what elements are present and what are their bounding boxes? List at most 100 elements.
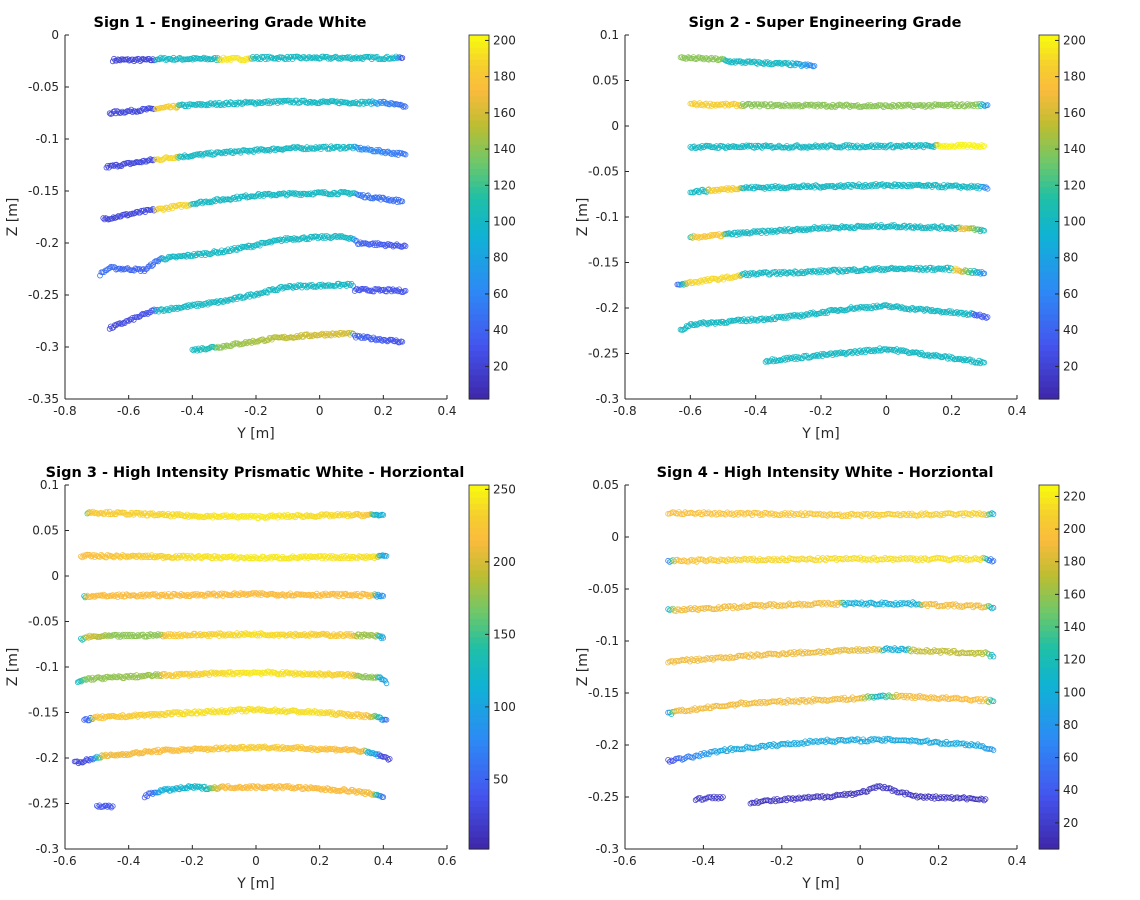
data-point (287, 99, 294, 106)
colorbar-segment (1039, 235, 1059, 242)
colorbar-segment (469, 150, 489, 157)
colorbar-segment (469, 204, 489, 212)
colorbar-segment (469, 113, 489, 121)
colorbar-segment (469, 217, 489, 224)
colorbar-segment (1039, 229, 1059, 236)
data-point (352, 55, 358, 62)
data-point (220, 149, 226, 156)
colorbar-tick-label: 120 (493, 178, 516, 192)
colorbar-segment (469, 83, 489, 91)
data-point (197, 100, 203, 107)
data-point (203, 55, 210, 62)
data-point (114, 163, 121, 170)
colorbar-segment (469, 295, 489, 303)
data-point (320, 53, 327, 60)
x-tick-label: 0 (883, 404, 891, 418)
colorbar-segment (1039, 144, 1059, 151)
y-tick-label: -0.25 (28, 288, 59, 302)
scatter-row-7 (189, 329, 406, 354)
data-point (265, 147, 272, 153)
subplot-title: Sign 1 - Engineering Grade White (94, 15, 367, 31)
x-tick-label: -0.8 (53, 404, 76, 418)
x-tick-label: -0.4 (181, 404, 204, 418)
colorbar-segment (469, 368, 489, 376)
colorbar-segment (469, 186, 489, 194)
data-point (280, 55, 287, 61)
colorbar-segment (469, 259, 489, 267)
scatter-row-1 (84, 508, 387, 521)
colorbar-segment (1039, 350, 1059, 358)
colorbar-segment (469, 59, 489, 66)
colorbar-segment (1039, 314, 1059, 321)
y-tick-label: 0 (611, 119, 619, 133)
colorbar-segment (1039, 126, 1059, 133)
scatter-row-2 (78, 551, 390, 562)
colorbar-segment (1039, 186, 1059, 194)
data-point (400, 104, 406, 110)
colorbar-segment (469, 356, 489, 364)
data-point (123, 109, 129, 115)
y-tick-label: -0.3 (36, 340, 59, 354)
data-point (399, 102, 405, 109)
data-point (351, 54, 357, 61)
colorbar-segment (469, 271, 489, 279)
colorbar-segment (1039, 132, 1059, 139)
x-tick-label: -0.4 (744, 404, 767, 418)
colorbar-segment (1039, 386, 1059, 394)
colorbar-segment (469, 138, 489, 145)
colorbar-segment (469, 332, 489, 339)
colorbar-tick-label: 180 (493, 70, 516, 84)
colorbar-tick-label: 140 (1063, 142, 1086, 156)
scatter-row-4 (78, 630, 387, 643)
colorbar-segment (469, 47, 489, 54)
colorbar-segment (1039, 198, 1059, 206)
colorbar-segment (1039, 101, 1059, 109)
colorbar-segment (469, 374, 489, 382)
data-point (221, 56, 228, 63)
colorbar-tick-label: 160 (1063, 106, 1086, 120)
data-point (391, 55, 398, 61)
x-axis-label: Y [m] (801, 876, 840, 892)
colorbar-segment (1039, 295, 1059, 303)
y-tick-label: -0.05 (588, 165, 619, 179)
y-tick-label: -0.3 (596, 392, 619, 406)
colorbar-segment (1039, 253, 1059, 261)
data-point (397, 54, 403, 60)
subplot-2: Sign 2 - Super Engineering Grade Y [m] Z… (575, 15, 962, 442)
scatter-row-2 (687, 100, 991, 111)
x-tick-label: -0.6 (117, 404, 140, 418)
data-point (254, 99, 261, 105)
colorbar-segment (1039, 174, 1059, 182)
colorbar-segment (469, 283, 489, 291)
colorbar-segment (1039, 301, 1059, 309)
colorbar-tick-label: 180 (1063, 70, 1086, 84)
colorbar-segment (469, 301, 489, 309)
x-tick-label: 0.4 (1007, 404, 1026, 418)
colorbar-tick-label: 160 (493, 106, 516, 120)
x-tick-label: -0.2 (809, 404, 832, 418)
data-point (252, 55, 259, 61)
colorbar-segment (1039, 277, 1059, 285)
scatter-row-4 (100, 188, 406, 223)
data-point (204, 151, 211, 157)
plot-area-2: -0.8 -0.6 -0.4 -0.2 0 0.2 0.40.10.050-0.05-0.1… (588, 28, 1027, 418)
data-point (338, 56, 344, 62)
colorbar-segment (469, 107, 489, 115)
x-axis-label: Y [m] (236, 876, 275, 892)
x-axis-label: Y [m] (236, 426, 275, 442)
x-tick-label: -0.2 (244, 404, 267, 418)
colorbar-segment (1039, 156, 1059, 163)
colorbar-segment (1039, 392, 1059, 400)
y-tick-label: -0.05 (28, 80, 59, 94)
subplot-3: Sign 3 - High Intensity Prismatic White … (5, 465, 464, 892)
colorbar-segment (1039, 380, 1059, 388)
colorbar-segment (469, 119, 489, 127)
data-point (345, 55, 352, 62)
colorbar-segment (469, 65, 489, 72)
colorbar-segment (469, 95, 489, 103)
plot-area-1: -0.8 -0.6 -0.4 -0.2 0 0.2 0.40-0.05-0.1-0.15-0… (28, 28, 457, 418)
colorbar-segment (1039, 259, 1059, 267)
colorbar-segment (1039, 53, 1059, 60)
data-point (109, 162, 116, 169)
data-point (190, 54, 197, 61)
